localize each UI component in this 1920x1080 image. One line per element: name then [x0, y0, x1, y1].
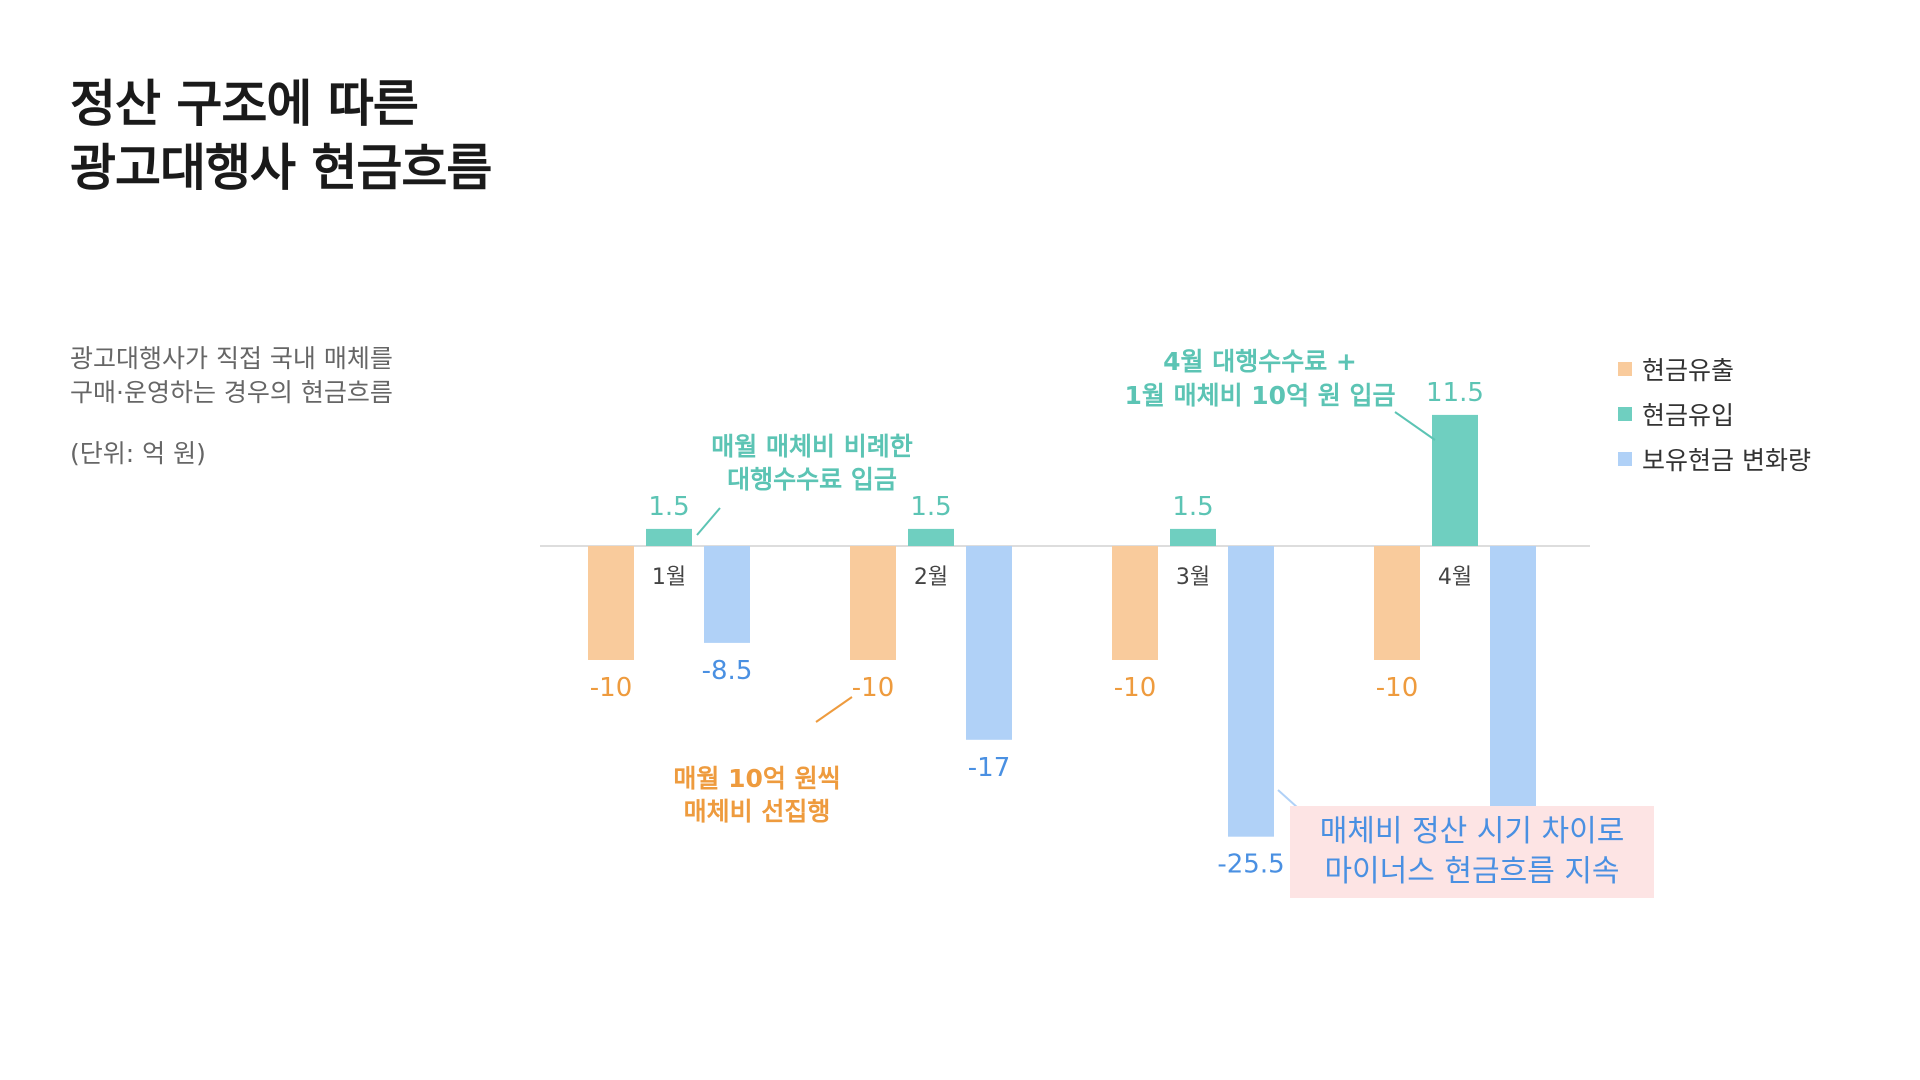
legend-item-balance: 보유현금 변화량 — [1618, 436, 1811, 481]
annotation-april-line-1: 4월 대행수수료 + — [1163, 347, 1357, 376]
bar-outflow-2 — [850, 546, 896, 660]
data-label-outflow-1: -10 — [590, 673, 632, 703]
annotation-inflow-line-2: 대행수수료 입금 — [727, 465, 897, 494]
legend-swatch-inflow — [1618, 406, 1632, 421]
bar-inflow-3 — [1170, 528, 1216, 546]
legend: 현금유출 현금유입 보유현금 변화량 — [1618, 346, 1811, 481]
x-tick-label-3: 3월 — [1176, 565, 1210, 590]
x-tick-label-2: 2월 — [914, 565, 948, 590]
bar-inflow-4 — [1432, 414, 1478, 546]
x-tick-label-4: 4월 — [1438, 565, 1472, 590]
deficit-note-line-2: 마이너스 현금흐름 지속 — [1324, 854, 1620, 889]
chart-description: 광고대행사가 직접 국내 매체를 구매·운영하는 경우의 현금흐름 — [70, 342, 393, 410]
bar-outflow-3 — [1112, 546, 1158, 660]
bar-balance-3 — [1228, 546, 1274, 837]
annotation-deficit-leader — [1277, 789, 1299, 809]
annotation-outflow-line-1: 매월 10억 원씩 — [673, 764, 840, 793]
data-label-balance-3: -25.5 — [1217, 850, 1284, 880]
deficit-note-line-1: 매체비 정산 시기 차이로 — [1319, 814, 1625, 849]
legend-label-outflow: 현금유출 — [1642, 355, 1735, 385]
data-label-outflow-2: -10 — [852, 673, 894, 703]
description-line-2: 구매·운영하는 경우의 현금흐름 — [70, 378, 393, 407]
bar-inflow-1 — [646, 528, 692, 546]
title-line-1: 정산 구조에 따른 — [70, 75, 419, 133]
annotation-april-leader — [1394, 411, 1436, 441]
title-line-2: 광고대행사 현금흐름 — [70, 139, 492, 197]
data-label-outflow-3: -10 — [1114, 673, 1156, 703]
bar-balance-2 — [966, 546, 1012, 740]
description-line-1: 광고대행사가 직접 국내 매체를 — [70, 344, 393, 373]
bar-balance-1 — [704, 546, 750, 643]
unit-label: (단위: 억 원) — [70, 439, 206, 468]
data-label-inflow-3: 1.5 — [1172, 492, 1213, 522]
legend-label-inflow: 현금유입 — [1642, 400, 1735, 430]
bar-inflow-2 — [908, 528, 954, 546]
bar-outflow-4 — [1374, 546, 1420, 660]
data-label-inflow-1: 1.5 — [648, 492, 689, 522]
annotation-outflow-leader — [815, 696, 853, 723]
legend-item-outflow: 현금유출 — [1618, 346, 1811, 391]
annotation-outflow-line-2: 매체비 선집행 — [684, 797, 831, 826]
legend-label-balance: 보유현금 변화량 — [1642, 445, 1811, 475]
legend-swatch-balance — [1618, 451, 1632, 466]
data-label-outflow-4: -10 — [1376, 673, 1418, 703]
page-title: 정산 구조에 따른 광고대행사 현금흐름 — [70, 72, 492, 200]
annotation-inflow-line-1: 매월 매체비 비례한 — [711, 432, 912, 461]
data-label-balance-1: -8.5 — [702, 656, 753, 686]
data-label-inflow-2: 1.5 — [910, 492, 951, 522]
annotation-inflow-leader — [696, 507, 721, 536]
annotation-april-line-2: 1월 매체비 10억 원 입금 — [1124, 381, 1395, 410]
data-label-balance-2: -17 — [968, 753, 1010, 783]
data-label-inflow-4: 11.5 — [1426, 378, 1484, 408]
legend-swatch-outflow — [1618, 361, 1632, 376]
deficit-callout: 매체비 정산 시기 차이로 마이너스 현금흐름 지속 — [1290, 806, 1654, 898]
bar-outflow-1 — [588, 546, 634, 660]
legend-item-inflow: 현금유입 — [1618, 391, 1811, 436]
x-tick-label-1: 1월 — [652, 565, 686, 590]
bar-balance-4 — [1490, 546, 1536, 820]
